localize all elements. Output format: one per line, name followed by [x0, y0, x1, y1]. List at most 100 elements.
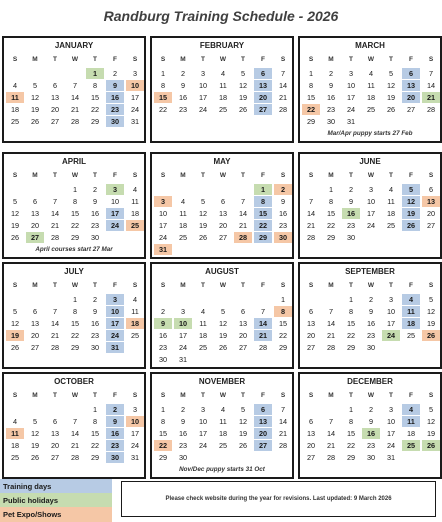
weekday-header: M	[328, 282, 334, 289]
weekday-header: M	[32, 392, 38, 399]
calendar-day: 10	[386, 307, 396, 316]
weekday-header: S	[12, 172, 18, 179]
calendar-day: 16	[362, 428, 380, 439]
calendar-day: 7	[72, 417, 78, 426]
weekday-header: S	[132, 172, 138, 179]
calendar-day: 23	[158, 343, 168, 352]
calendar-day: 21	[50, 221, 60, 230]
calendar-day: 20	[218, 221, 228, 230]
weekday-header: T	[241, 392, 245, 399]
calendar-day: 13	[50, 429, 60, 438]
calendar-day: 10	[106, 306, 124, 317]
calendar-day: 17	[366, 209, 376, 218]
calendar-day: 21	[306, 221, 316, 230]
calendar-day: 15	[90, 93, 100, 102]
weekday-header: S	[160, 172, 166, 179]
calendar-day: 4	[200, 307, 206, 316]
calendar-day: 20	[426, 209, 436, 218]
calendar-day: 20	[30, 221, 40, 230]
calendar-day: 19	[30, 105, 40, 114]
calendar-day: 6	[254, 404, 272, 415]
calendar-day: 19	[30, 441, 40, 450]
calendar-day: 9	[368, 417, 374, 426]
calendar-day: 10	[346, 81, 356, 90]
calendar-day: 23	[106, 104, 124, 115]
weekday-header: M	[328, 56, 334, 63]
month-october: OCTOBER S M T W T F S 1 2 3 4 5 6 7 8 9 10 11 12 13 14 15 16 17 1…	[2, 372, 146, 479]
calendar-day: 7	[240, 197, 246, 206]
calendar-day: 4	[368, 69, 374, 78]
calendar-day: 18	[130, 209, 140, 218]
calendar-day: 12	[218, 319, 228, 328]
calendar-day: 18	[402, 318, 420, 329]
calendar-day: 9	[180, 417, 186, 426]
calendar-day: 13	[50, 93, 60, 102]
month-august: AUGUST S M T W T F S 1 2 3 4 5 6 7 8 9 10 11 12 13 14 15 16 17 18…	[150, 262, 294, 369]
calendar-day: 8	[348, 417, 354, 426]
calendar-day: 14	[254, 318, 272, 329]
calendar-day: 1	[86, 68, 104, 79]
month-name: APRIL	[62, 157, 86, 166]
calendar-day: 3	[154, 196, 172, 207]
calendar-day: 19	[386, 93, 396, 102]
calendar-day: 5	[240, 69, 246, 78]
weekday-header: M	[32, 172, 38, 179]
calendar-day: 15	[90, 429, 100, 438]
month-december: DECEMBER S M T W T F S 1 2 3 4 5 6 7 8 9 10 11 12 13 14 15 16 17…	[298, 372, 442, 479]
calendar-day: 19	[218, 331, 228, 340]
weekday-header: T	[389, 392, 393, 399]
calendar-day: 8	[254, 196, 272, 207]
calendar-day: 19	[10, 221, 20, 230]
calendar-day: 1	[160, 405, 166, 414]
calendar-day: 11	[199, 319, 207, 328]
weekday-header: W	[219, 282, 227, 289]
calendar-day: 27	[218, 233, 228, 242]
weekday-header: F	[113, 392, 117, 399]
calendar-day: 18	[218, 93, 228, 102]
weekday-header: S	[428, 392, 434, 399]
weekday-header: T	[241, 172, 245, 179]
weekday-header: S	[280, 282, 286, 289]
calendar-day: 5	[32, 417, 38, 426]
calendar-day: 17	[386, 429, 396, 438]
calendar-day: 6	[308, 417, 314, 426]
legend-item: Training days	[0, 479, 112, 494]
calendar-day: 17	[198, 429, 208, 438]
calendar-day: 5	[12, 197, 18, 206]
calendar-day: 22	[302, 104, 320, 115]
calendar-day: 2	[328, 69, 334, 78]
calendar-day: 22	[278, 331, 288, 340]
weekday-header: T	[201, 172, 205, 179]
calendar-day: 13	[238, 319, 248, 328]
weekday-header: T	[201, 56, 205, 63]
weekday-header: T	[93, 392, 97, 399]
weekday-header: F	[261, 56, 265, 63]
calendar-day: 10	[126, 80, 144, 91]
calendar-day: 13	[30, 209, 40, 218]
calendar-day: 14	[278, 81, 288, 90]
month-note: Mar/Apr puppy starts 27 Feb	[327, 130, 413, 137]
calendar-day: 27	[30, 343, 40, 352]
calendar-day: 8	[72, 197, 78, 206]
calendar-day: 26	[238, 441, 248, 450]
calendar-day: 11	[219, 417, 227, 426]
weekday-header: F	[261, 392, 265, 399]
month-november: NOVEMBER S M T W T F S 1 2 3 4 5 6 7 8 9 10 11 12 13 14 15 16 17…	[150, 372, 294, 479]
calendar-day: 17	[386, 319, 396, 328]
calendar-day: 9	[106, 80, 124, 91]
calendar-day: 29	[90, 453, 100, 462]
weekday-header: T	[389, 172, 393, 179]
calendar-day: 21	[278, 429, 288, 438]
calendar-day: 21	[254, 330, 272, 341]
calendar-day: 20	[254, 92, 272, 103]
calendar-day: 23	[178, 441, 188, 450]
weekday-header: M	[32, 56, 38, 63]
calendar-day: 30	[366, 453, 376, 462]
calendar-day: 24	[386, 441, 396, 450]
calendar-day: 2	[112, 69, 118, 78]
calendar-day: 26	[30, 453, 40, 462]
calendar-day: 16	[106, 92, 124, 103]
calendar-day: 31	[130, 453, 140, 462]
calendar-day: 18	[386, 209, 396, 218]
calendar-day: 2	[368, 295, 374, 304]
